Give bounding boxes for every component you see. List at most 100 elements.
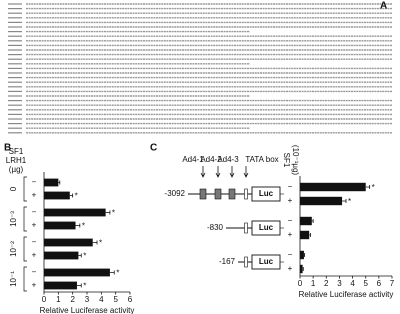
- sign-label: +: [32, 281, 37, 290]
- group-label: 10⁻¹: [9, 271, 18, 287]
- x-axis-label: Relative Luciferase activity: [299, 290, 394, 299]
- tata-box: [244, 256, 248, 268]
- column-header: (10⁻¹µg): [291, 145, 300, 176]
- bar: [44, 238, 93, 247]
- error-bar: [342, 199, 347, 203]
- bar: [300, 264, 303, 274]
- column-header: SF1: [282, 153, 291, 168]
- x-tick-label: 3: [337, 279, 342, 288]
- significance-mark: *: [83, 282, 86, 291]
- significance-mark: *: [116, 269, 119, 278]
- sign-label: +: [288, 264, 293, 273]
- sign-label: −: [288, 250, 293, 259]
- x-tick-label: 2: [70, 295, 75, 304]
- error-bar: [58, 180, 61, 185]
- bar: [44, 221, 76, 230]
- panel-label: A: [380, 1, 387, 12]
- element-label: TATA box: [245, 155, 278, 164]
- error-bar: [365, 185, 371, 189]
- sign-label: −: [32, 178, 37, 187]
- reporter-label: Luc: [259, 223, 274, 232]
- x-tick-label: 5: [363, 279, 368, 288]
- construct-label: -167: [219, 257, 236, 266]
- x-tick-label: 0: [298, 279, 303, 288]
- significance-mark: *: [112, 209, 115, 218]
- reporter-label: Luc: [259, 189, 274, 198]
- column-header: (µg): [9, 165, 24, 174]
- x-tick-label: 5: [113, 295, 118, 304]
- sign-label: −: [32, 238, 37, 247]
- column-header: SF1: [9, 147, 24, 156]
- x-tick-label: 6: [377, 279, 382, 288]
- group-bracket: [23, 266, 27, 292]
- x-tick-label: 3: [85, 295, 90, 304]
- x-tick-label: 2: [324, 279, 329, 288]
- x-tick-label: 6: [128, 295, 133, 304]
- x-axis-label: Relative Luciferase activity: [40, 306, 135, 314]
- significance-mark: *: [75, 192, 78, 201]
- group-label: 0: [9, 186, 18, 191]
- error-bar: [78, 253, 82, 258]
- error-bar: [311, 219, 314, 223]
- group-label: 10⁻²: [9, 241, 18, 257]
- arrow: [229, 166, 235, 178]
- element-box: [228, 188, 236, 200]
- bar: [300, 182, 366, 192]
- bar: [44, 281, 77, 290]
- error-bar: [92, 240, 98, 245]
- x-tick-label: 7: [390, 279, 395, 288]
- bar: [300, 230, 310, 240]
- panel-label: C: [150, 143, 157, 154]
- bar: [44, 251, 79, 260]
- sign-label: +: [288, 230, 293, 239]
- significance-mark: *: [99, 239, 102, 248]
- group-bracket: [23, 206, 27, 232]
- sign-label: −: [32, 208, 37, 217]
- element-label: Ad4-3: [217, 155, 239, 164]
- bar: [300, 250, 304, 260]
- sign-label: +: [32, 221, 37, 230]
- significance-mark: *: [83, 252, 86, 261]
- significance-mark: *: [82, 222, 85, 231]
- error-bar: [109, 270, 115, 275]
- arrow: [243, 166, 249, 178]
- sign-label: +: [32, 191, 37, 200]
- reporter-label: Luc: [259, 257, 274, 266]
- tata-box: [244, 188, 248, 200]
- sign-label: −: [32, 268, 37, 277]
- error-bar: [76, 283, 82, 288]
- sign-label: −: [288, 182, 293, 191]
- bar: [44, 208, 106, 217]
- x-tick-label: 1: [56, 295, 61, 304]
- construct-label: -830: [207, 223, 224, 232]
- x-tick-label: 1: [311, 279, 316, 288]
- sign-label: +: [32, 251, 37, 260]
- element-box: [214, 188, 222, 200]
- element-box: [199, 188, 207, 200]
- significance-mark: *: [372, 183, 375, 192]
- error-bar: [69, 193, 74, 198]
- x-tick-label: 0: [42, 295, 47, 304]
- bar: [300, 196, 343, 206]
- bar: [300, 216, 312, 226]
- panel-label: B: [4, 143, 11, 154]
- tata-box: [244, 222, 248, 234]
- error-bar: [75, 223, 81, 228]
- arrow: [215, 166, 221, 178]
- element-label: Ad4-1: [182, 155, 204, 164]
- x-tick-label: 4: [99, 295, 104, 304]
- error-bar: [105, 210, 111, 215]
- error-bar: [309, 233, 311, 237]
- bar: [44, 178, 59, 187]
- bar: [44, 191, 70, 200]
- arrow: [200, 166, 206, 178]
- significance-mark: *: [348, 197, 351, 206]
- sign-label: −: [288, 216, 293, 225]
- column-header: LRH1: [6, 156, 27, 165]
- element-label: Ad4-2: [200, 155, 222, 164]
- group-bracket: [23, 236, 27, 262]
- group-bracket: [23, 176, 27, 202]
- error-bar: [303, 253, 305, 257]
